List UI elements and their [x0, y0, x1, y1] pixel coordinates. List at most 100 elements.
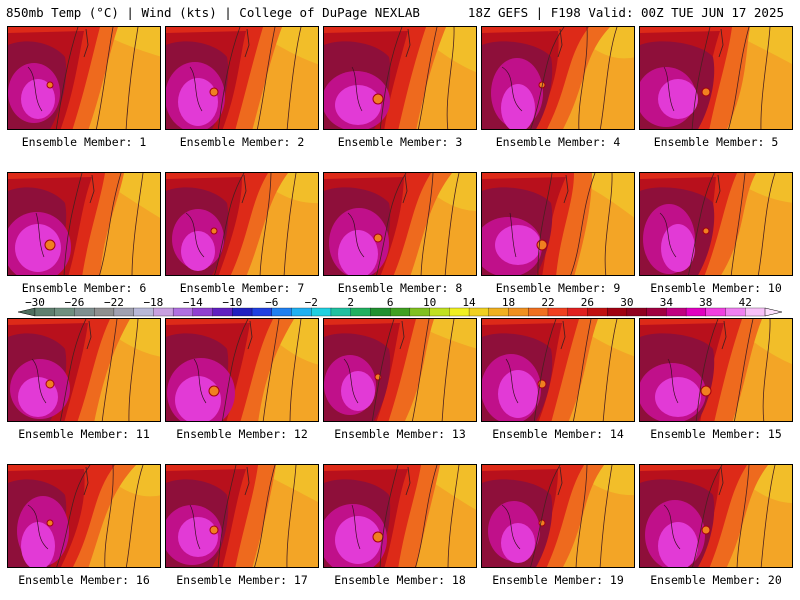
- colorbar-swatch: [508, 307, 529, 317]
- colorbar-swatch: [488, 307, 509, 317]
- ensemble-member-label: Ensemble Member: 17: [176, 573, 308, 587]
- ensemble-member-label: Ensemble Member: 1: [21, 135, 147, 149]
- colorbar-tick-label: −6: [265, 296, 278, 309]
- ensemble-member-map-1: [7, 26, 161, 130]
- colorbar-min-arrow: [17, 307, 36, 317]
- colorbar-swatch: [587, 307, 608, 317]
- ensemble-member-map-20: [639, 464, 793, 568]
- colorbar-tick-label: 34: [660, 296, 674, 309]
- colorbar-swatch: [449, 307, 470, 317]
- colorbar-tick-label: 30: [620, 296, 633, 309]
- colorbar-swatch: [389, 307, 411, 317]
- temperature-colorbar: −30 −26 −22 −18 −14 −10 −6 −2 2 6 10 14 18 22 26 30 34 38…: [17, 296, 783, 317]
- colorbar-tick-label: −10: [222, 296, 242, 309]
- colorbar-tick-label: 18: [502, 296, 515, 309]
- colorbar-swatch: [113, 307, 135, 317]
- ensemble-member-map-6: [7, 172, 161, 276]
- ensemble-member-label: Ensemble Member: 4: [495, 135, 621, 149]
- colorbar-swatch: [251, 307, 273, 317]
- ensemble-member-label: Ensemble Member: 20: [650, 573, 782, 587]
- colorbar-tick-label: −30: [25, 296, 45, 309]
- colorbar-tick-label: 10: [423, 296, 436, 309]
- colorbar-swatch: [646, 307, 667, 317]
- ensemble-member-label: Ensemble Member: 2: [179, 135, 305, 149]
- colorbar-tick-label: 26: [581, 296, 594, 309]
- colorbar-tick-label: −18: [143, 296, 163, 309]
- colorbar-swatch: [607, 307, 628, 317]
- ensemble-member-label: Ensemble Member: 10: [650, 281, 782, 295]
- colorbar-tick-label: 42: [739, 296, 752, 309]
- ensemble-member-label: Ensemble Member: 13: [334, 427, 466, 441]
- colorbar-swatch: [153, 307, 174, 317]
- ensemble-member-label: Ensemble Member: 7: [179, 281, 305, 295]
- colorbar-swatch: [725, 307, 746, 317]
- colorbar-swatch: [212, 307, 233, 317]
- colorbar-swatch: [468, 307, 490, 317]
- colorbar-tick-label: −22: [104, 296, 124, 309]
- ensemble-member-label: Ensemble Member: 11: [18, 427, 150, 441]
- ensemble-member-map-10: [639, 172, 793, 276]
- header-right: 18Z GEFS | F198 Valid: 00Z TUE JUN 17 20…: [467, 5, 784, 20]
- colorbar-tick-label: 22: [541, 296, 554, 309]
- colorbar-swatch: [370, 307, 391, 317]
- colorbar-swatch: [429, 307, 450, 317]
- ensemble-member-map-17: [165, 464, 319, 568]
- colorbar-tick-label: 6: [387, 296, 394, 309]
- colorbar-swatch: [350, 307, 371, 317]
- colorbar-swatch: [409, 307, 431, 317]
- colorbar-swatch: [528, 307, 549, 317]
- colorbar-swatch: [94, 307, 115, 317]
- colorbar-swatch: [54, 307, 75, 317]
- ensemble-member-map-13: [323, 318, 477, 422]
- colorbar-swatch: [192, 307, 214, 317]
- colorbar-swatch: [705, 307, 726, 317]
- ensemble-member-label: Ensemble Member: 6: [21, 281, 147, 295]
- ensemble-member-label: Ensemble Member: 3: [337, 135, 463, 149]
- ensemble-member-map-9: [481, 172, 635, 276]
- colorbar-tick-label: 14: [462, 296, 476, 309]
- colorbar-swatch: [232, 307, 253, 317]
- colorbar-tick-label: 38: [699, 296, 712, 309]
- colorbar-swatch: [666, 307, 687, 317]
- colorbar-swatch: [547, 307, 569, 317]
- ensemble-member-map-12: [165, 318, 319, 422]
- colorbar-swatch: [133, 307, 154, 317]
- ensemble-member-label: Ensemble Member: 15: [650, 427, 782, 441]
- colorbar-swatch: [34, 307, 56, 317]
- ensemble-member-label: Ensemble Member: 9: [495, 281, 621, 295]
- colorbar-swatch: [291, 307, 312, 317]
- colorbar-swatch: [311, 307, 332, 317]
- ensemble-member-map-7: [165, 172, 319, 276]
- ensemble-member-label: Ensemble Member: 12: [176, 427, 308, 441]
- colorbar-swatch: [74, 307, 95, 317]
- ensemble-member-label: Ensemble Member: 16: [18, 573, 150, 587]
- colorbar-swatch: [330, 307, 352, 317]
- colorbar-max-arrow: [764, 307, 783, 317]
- ensemble-member-map-14: [481, 318, 635, 422]
- header-left: 850mb Temp (°C) | Wind (kts) | College o…: [6, 5, 420, 20]
- ensemble-member-map-16: [7, 464, 161, 568]
- colorbar-tick-label: −26: [65, 296, 85, 309]
- ensemble-member-label: Ensemble Member: 18: [334, 573, 466, 587]
- colorbar-tick-label: 2: [347, 296, 354, 309]
- colorbar-swatch: [626, 307, 648, 317]
- ensemble-member-map-18: [323, 464, 477, 568]
- ensemble-member-map-15: [639, 318, 793, 422]
- colorbar-tick-label: −14: [183, 296, 203, 309]
- colorbar-swatch: [745, 307, 766, 317]
- colorbar-tick-label: −2: [305, 296, 318, 309]
- ensemble-member-map-3: [323, 26, 477, 130]
- ensemble-member-map-11: [7, 318, 161, 422]
- colorbar-swatch: [685, 307, 707, 317]
- ensemble-member-map-8: [323, 172, 477, 276]
- ensemble-member-label: Ensemble Member: 19: [492, 573, 624, 587]
- colorbar-swatch: [271, 307, 292, 317]
- colorbar-swatch: [172, 307, 194, 317]
- colorbar-swatch: [567, 307, 588, 317]
- ensemble-member-map-2: [165, 26, 319, 130]
- ensemble-member-map-5: [639, 26, 793, 130]
- ensemble-member-map-19: [481, 464, 635, 568]
- ensemble-member-label: Ensemble Member: 5: [653, 135, 779, 149]
- ensemble-member-label: Ensemble Member: 14: [492, 427, 624, 441]
- ensemble-member-label: Ensemble Member: 8: [337, 281, 463, 295]
